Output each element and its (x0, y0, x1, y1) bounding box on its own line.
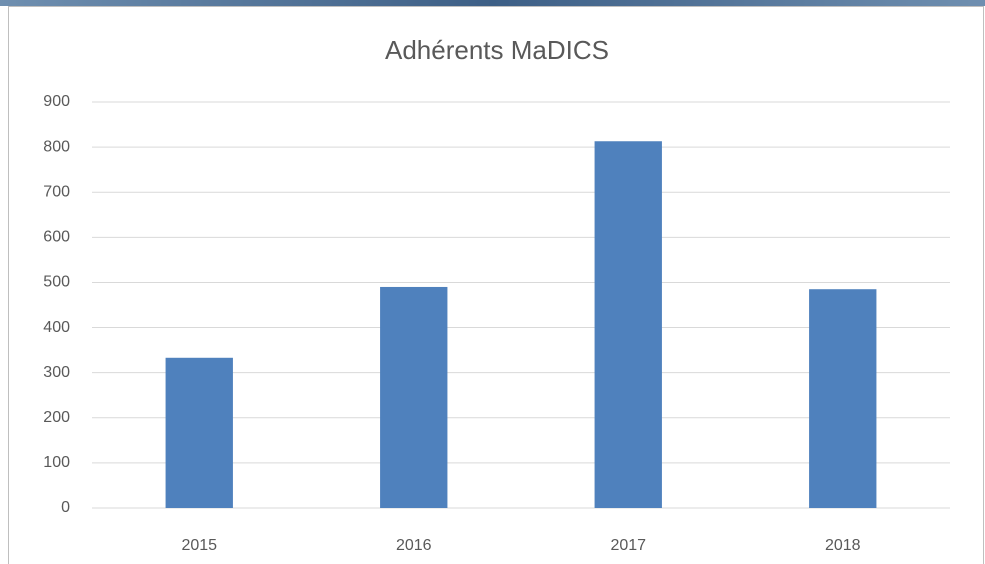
bar (165, 357, 233, 508)
y-tick-label: 300 (43, 364, 70, 381)
x-tick-label: 2017 (610, 537, 646, 554)
bar (594, 141, 662, 508)
bar (809, 289, 877, 508)
y-tick-label: 0 (61, 499, 70, 516)
window-edge (0, 0, 985, 6)
y-tick-label: 600 (43, 229, 70, 246)
x-tick-label: 2018 (825, 537, 861, 554)
y-tick-label: 500 (43, 274, 70, 291)
y-tick-label: 100 (43, 454, 70, 471)
chart-title: Adhérents MaDICS (385, 35, 609, 65)
y-tick-label: 800 (43, 138, 70, 155)
y-tick-label: 900 (43, 93, 70, 110)
bar (380, 286, 448, 508)
x-tick-label: 2016 (396, 537, 432, 554)
y-tick-label: 400 (43, 319, 70, 336)
y-tick-label: 200 (43, 409, 70, 426)
y-tick-label: 700 (43, 183, 70, 200)
x-tick-label: 2015 (181, 537, 217, 554)
